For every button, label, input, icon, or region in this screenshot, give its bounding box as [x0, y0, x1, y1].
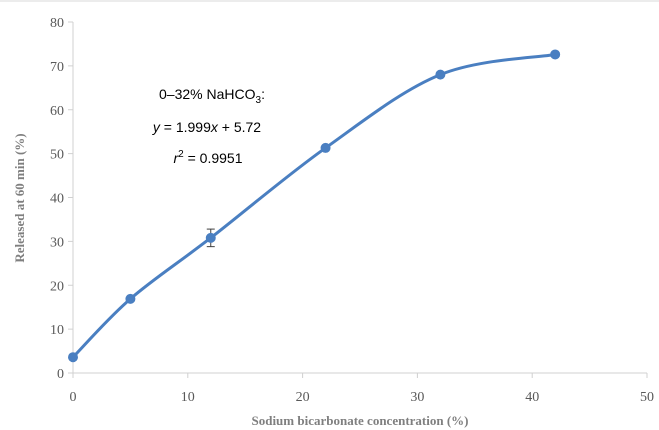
annotation-line-1-suffix: : [261, 86, 265, 102]
annotation-line-1-prefix: 0–32% NaHCO [159, 86, 256, 102]
y-tick-label: 60 [50, 104, 64, 119]
annotation-line-3-rest: = 0.9951 [184, 150, 243, 166]
annotation-line-3-r: r [173, 150, 179, 166]
annotation-line-2-mid: = 1.999 [160, 119, 211, 135]
x-tick-label: 50 [640, 390, 654, 405]
y-tick-label: 10 [50, 323, 64, 338]
annotation-line-2-y: y [152, 119, 161, 135]
x-axis-title: Sodium bicarbonate concentration (%) [251, 413, 468, 428]
annotation-line-1: 0–32% NaHCO3: [159, 86, 265, 106]
data-point [68, 352, 78, 363]
data-point [125, 293, 136, 304]
regression-annotation: 0–32% NaHCO3: y = 1.999x + 5.72 r2 = 0.9… [152, 86, 265, 166]
data-point [320, 142, 331, 153]
series-group [68, 49, 561, 363]
y-axis-title: Released at 60 min (%) [12, 133, 27, 262]
axes [72, 22, 647, 374]
annotation-line-3: r2 = 0.9951 [173, 149, 242, 166]
annotation-line-2-x: x [210, 119, 219, 135]
annotation-line-3-sup: 2 [178, 149, 184, 160]
data-point [205, 232, 216, 243]
y-tick-label: 40 [50, 192, 64, 207]
annotation-line-2-rest: + 5.72 [218, 119, 261, 135]
data-point [550, 49, 561, 60]
x-tick-label: 30 [410, 390, 424, 405]
y-tick-label: 70 [50, 60, 64, 75]
y-tick-label: 0 [57, 367, 64, 382]
series-line [71, 52, 557, 359]
x-ticks: 0 10 20 30 40 50 [70, 373, 654, 405]
x-tick-label: 0 [70, 390, 77, 405]
y-ticks: 0 10 20 30 40 50 60 70 80 [50, 16, 73, 382]
x-tick-label: 10 [181, 390, 195, 405]
y-tick-label: 20 [50, 279, 64, 294]
y-tick-label: 50 [50, 148, 64, 163]
y-tick-label: 80 [50, 16, 64, 31]
y-tick-label: 30 [50, 235, 64, 250]
data-point [435, 69, 446, 80]
x-tick-label: 20 [296, 390, 310, 405]
annotation-line-2: y = 1.999x + 5.72 [152, 119, 261, 135]
x-tick-label: 40 [525, 390, 539, 405]
annotation-line-1-sub: 3 [256, 95, 262, 106]
